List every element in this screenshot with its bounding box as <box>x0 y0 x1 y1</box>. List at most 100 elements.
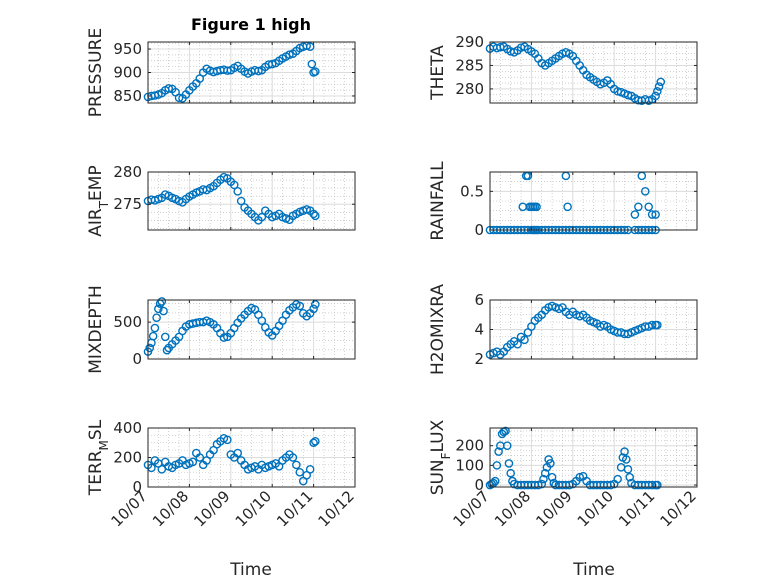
y-tick-label: 0 <box>474 476 484 494</box>
data-point <box>640 187 650 196</box>
y-axis-label: AIRTEMP <box>86 165 111 236</box>
axes-box <box>489 427 698 488</box>
data-point <box>223 66 232 75</box>
y-axis-label: THETA <box>428 45 448 101</box>
data-point <box>295 467 305 477</box>
data-point <box>159 306 168 316</box>
subplot-rainfall: 0 0.5 RAINFALL <box>428 161 698 241</box>
subplot-h2omixra: 2 4 6 H2OMIXRA <box>428 284 698 375</box>
y-tick-label: 280 <box>113 163 142 181</box>
x-axis-label-right: Time <box>572 560 615 580</box>
data-point <box>492 461 502 470</box>
y-axis-label: TERRMSL <box>86 419 111 496</box>
data-point <box>625 472 635 482</box>
x-tick-label: 10/11 <box>615 487 658 530</box>
data-point <box>236 196 246 206</box>
figure-title: Figure 1 high <box>191 15 311 34</box>
data-point <box>145 343 155 353</box>
y-axis-label: SUNFLUX <box>428 419 453 495</box>
data-point <box>305 464 315 474</box>
y-tick-label: 4 <box>474 321 484 339</box>
y-tick-label: 950 <box>113 40 142 58</box>
subplot-mixdepth: 0 500 MIXDEPTH <box>86 285 356 374</box>
y-axis-label: H2OMIXRA <box>428 284 448 375</box>
axes-box <box>489 41 698 104</box>
x-tick-label: 10/12 <box>315 487 358 530</box>
data-point <box>546 459 555 468</box>
data-point <box>504 459 514 468</box>
subplot-theta: 280 285 290 THETA <box>428 33 698 105</box>
data-point <box>647 320 657 330</box>
data-point <box>544 455 553 464</box>
series-markers <box>485 42 666 105</box>
x-tick-label: 10/09 <box>190 487 233 530</box>
y-tick-label: 400 <box>113 419 142 437</box>
data-point <box>653 320 662 330</box>
data-point <box>623 464 633 474</box>
data-point <box>506 468 516 478</box>
axes-box <box>489 171 698 231</box>
x-tick-label: 10/12 <box>657 487 700 530</box>
axes-box <box>147 299 356 360</box>
data-point <box>653 480 662 490</box>
y-tick-label: 280 <box>455 80 484 98</box>
data-point <box>233 448 242 458</box>
data-point <box>613 474 622 484</box>
data-point <box>233 187 242 196</box>
data-point <box>656 77 666 87</box>
data-point <box>534 480 543 490</box>
y-tick-label: 100 <box>455 456 484 474</box>
series-markers <box>143 41 320 103</box>
y-tick-label: 6 <box>474 291 484 309</box>
data-point <box>164 84 173 93</box>
data-point <box>520 335 529 345</box>
y-axis-label: MIXDEPTH <box>86 285 106 374</box>
series-markers <box>143 172 320 225</box>
data-point <box>219 333 229 342</box>
data-point <box>150 323 160 333</box>
data-point <box>309 209 318 219</box>
y-tick-label: 0 <box>474 221 484 239</box>
data-point <box>537 479 547 489</box>
y-tick-label: 0 <box>132 478 142 496</box>
data-point <box>257 316 267 325</box>
y-axis-label: RAINFALL <box>428 161 448 241</box>
data-point <box>152 313 161 323</box>
data-point <box>513 339 522 349</box>
plot-area <box>490 172 697 230</box>
data-point <box>309 438 318 448</box>
data-point <box>288 453 298 462</box>
data-point <box>174 93 184 103</box>
data-point <box>644 202 654 212</box>
data-point <box>257 212 267 222</box>
data-point <box>305 42 315 51</box>
y-axis-label: PRESSURE <box>86 28 106 117</box>
data-point <box>188 457 198 467</box>
x-tick-label: 10/07 <box>450 487 493 530</box>
y-tick-label: 275 <box>113 195 142 213</box>
data-point <box>651 210 660 219</box>
data-point <box>490 476 500 486</box>
data-point <box>654 82 664 91</box>
x-tick-label: 10/11 <box>273 487 316 530</box>
data-point <box>229 180 239 190</box>
plot-area <box>490 428 697 487</box>
y-tick-label: 900 <box>113 64 142 82</box>
series-markers <box>143 434 320 486</box>
x-tick-label: 10/07 <box>108 487 151 530</box>
data-point <box>651 91 660 101</box>
data-point <box>311 211 320 221</box>
data-point <box>547 472 557 482</box>
data-point <box>309 304 318 314</box>
x-tick-label: 10/10 <box>574 487 617 530</box>
y-tick-label: 500 <box>113 313 142 331</box>
x-tick-label: 10/10 <box>232 487 275 530</box>
data-point <box>502 441 512 451</box>
data-point <box>157 297 167 306</box>
data-point <box>223 435 232 445</box>
data-point <box>157 464 167 474</box>
